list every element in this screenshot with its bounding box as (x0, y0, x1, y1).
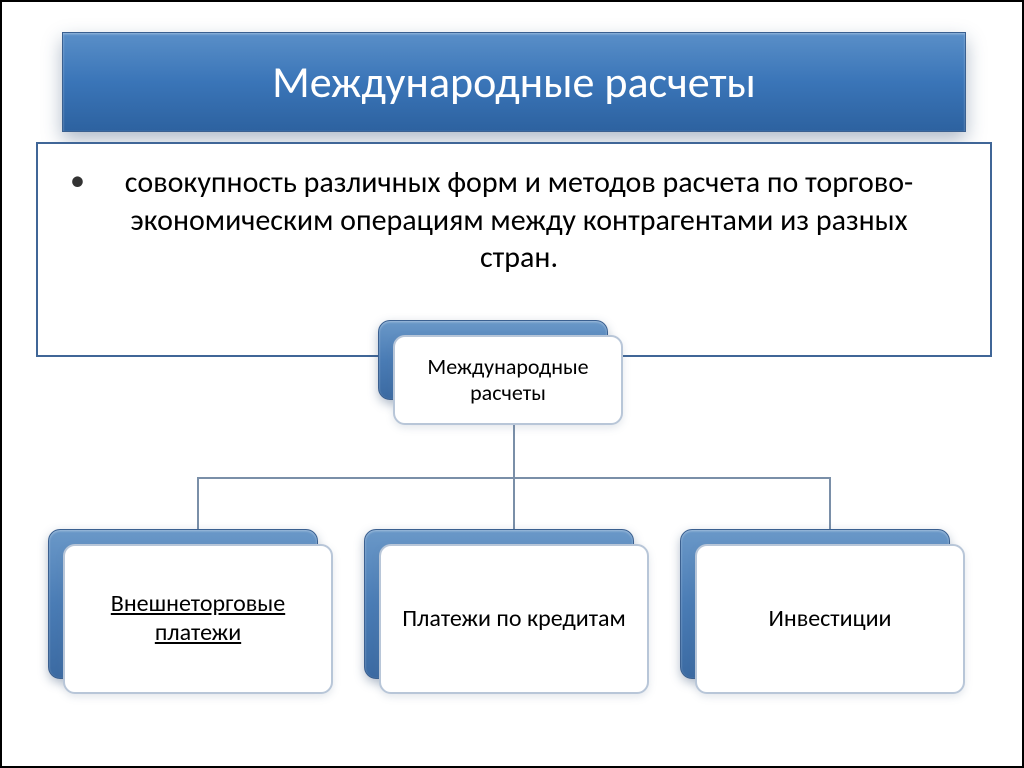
child-label-invest: Инвестиции (768, 605, 891, 634)
connector-root-down (513, 425, 515, 477)
title-text: Международные расчеты (272, 55, 756, 109)
definition-text: совокупность различных форм и методов ра… (88, 164, 950, 277)
child-label-foreign-trade: Внешнеторговые платежи (65, 590, 331, 648)
child-node-credit: Платежи по кредитам (379, 544, 649, 694)
connector-child-1 (513, 477, 515, 529)
title-banner: Международные расчеты (62, 32, 966, 132)
child-node-foreign-trade: Внешнеторговые платежи (63, 544, 333, 694)
definition-bullet: • (70, 162, 85, 199)
child-node-invest: Инвестиции (695, 544, 965, 694)
connector-child-0 (197, 477, 199, 529)
root-label: Международные расчеты (395, 354, 621, 407)
root-node: Международные расчеты (393, 335, 623, 425)
connector-child-2 (829, 477, 831, 529)
child-label-credit: Платежи по кредитам (402, 605, 626, 634)
